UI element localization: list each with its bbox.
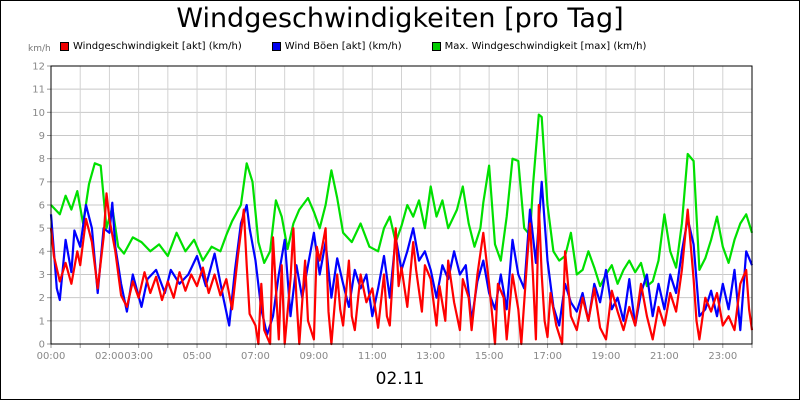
x-tick-label: 13:00: [416, 351, 445, 362]
y-tick-label: 5: [39, 224, 45, 235]
x-tick-label: 17:00: [533, 351, 562, 362]
y-tick-label: 0: [39, 340, 45, 351]
x-tick-label: 09:00: [299, 351, 328, 362]
x-tick-label: 19:00: [592, 351, 621, 362]
y-tick-label: 8: [39, 154, 45, 165]
plot-border: [50, 65, 753, 345]
x-tick-label: 00:00: [37, 351, 66, 362]
legend-item-gusts: Wind Böen [akt] (km/h): [271, 40, 402, 52]
x-tick-label: 05:00: [183, 351, 212, 362]
y-tick-label: 4: [39, 247, 45, 258]
legend-swatch-speed: [60, 41, 69, 51]
x-tick-label: 02:00: [95, 351, 124, 362]
y-tick-label: 11: [32, 85, 45, 96]
legend-item-max: Max. Windgeschwindigkeit [max] (km/h): [431, 40, 647, 52]
series-line-max: [50, 113, 754, 288]
y-tick-label: 6: [39, 201, 45, 212]
x-tick-label: 23:00: [708, 351, 737, 362]
chart-title: Windgeschwindigkeiten [pro Tag]: [176, 3, 624, 34]
y-axis-unit-label: km/h: [28, 44, 51, 54]
legend-swatch-max: [431, 41, 441, 51]
legend-item-speed: Windgeschwindigkeit [akt] (km/h): [60, 41, 242, 52]
y-tick-label: 1: [39, 316, 45, 327]
y-tick-label: 7: [39, 177, 45, 188]
y-tick-label: 12: [32, 62, 45, 73]
legend-label-max: Max. Windgeschwindigkeit [max] (km/h): [444, 40, 647, 52]
legend-swatch-gusts: [271, 41, 281, 51]
x-tick-label: 03:00: [124, 351, 153, 362]
y-tick-label: 2: [39, 293, 45, 304]
legend: Windgeschwindigkeit [akt] (km/h) Wind Bö…: [60, 39, 676, 53]
series-line-speed: [49, 192, 754, 346]
legend-label-speed: Windgeschwindigkeit [akt] (km/h): [73, 40, 242, 52]
x-tick-label: 21:00: [650, 351, 679, 362]
x-tick-label: 11:00: [358, 351, 387, 362]
x-axis-date-label: 02.11: [375, 369, 425, 389]
y-tick-label: 3: [39, 270, 45, 281]
x-tick-label: 07:00: [241, 351, 270, 362]
y-tick-label: 9: [39, 131, 45, 142]
legend-label-gusts: Wind Böen [akt] (km/h): [284, 40, 402, 52]
y-tick-label: 10: [32, 108, 45, 119]
x-tick-label: 15:00: [475, 351, 504, 362]
